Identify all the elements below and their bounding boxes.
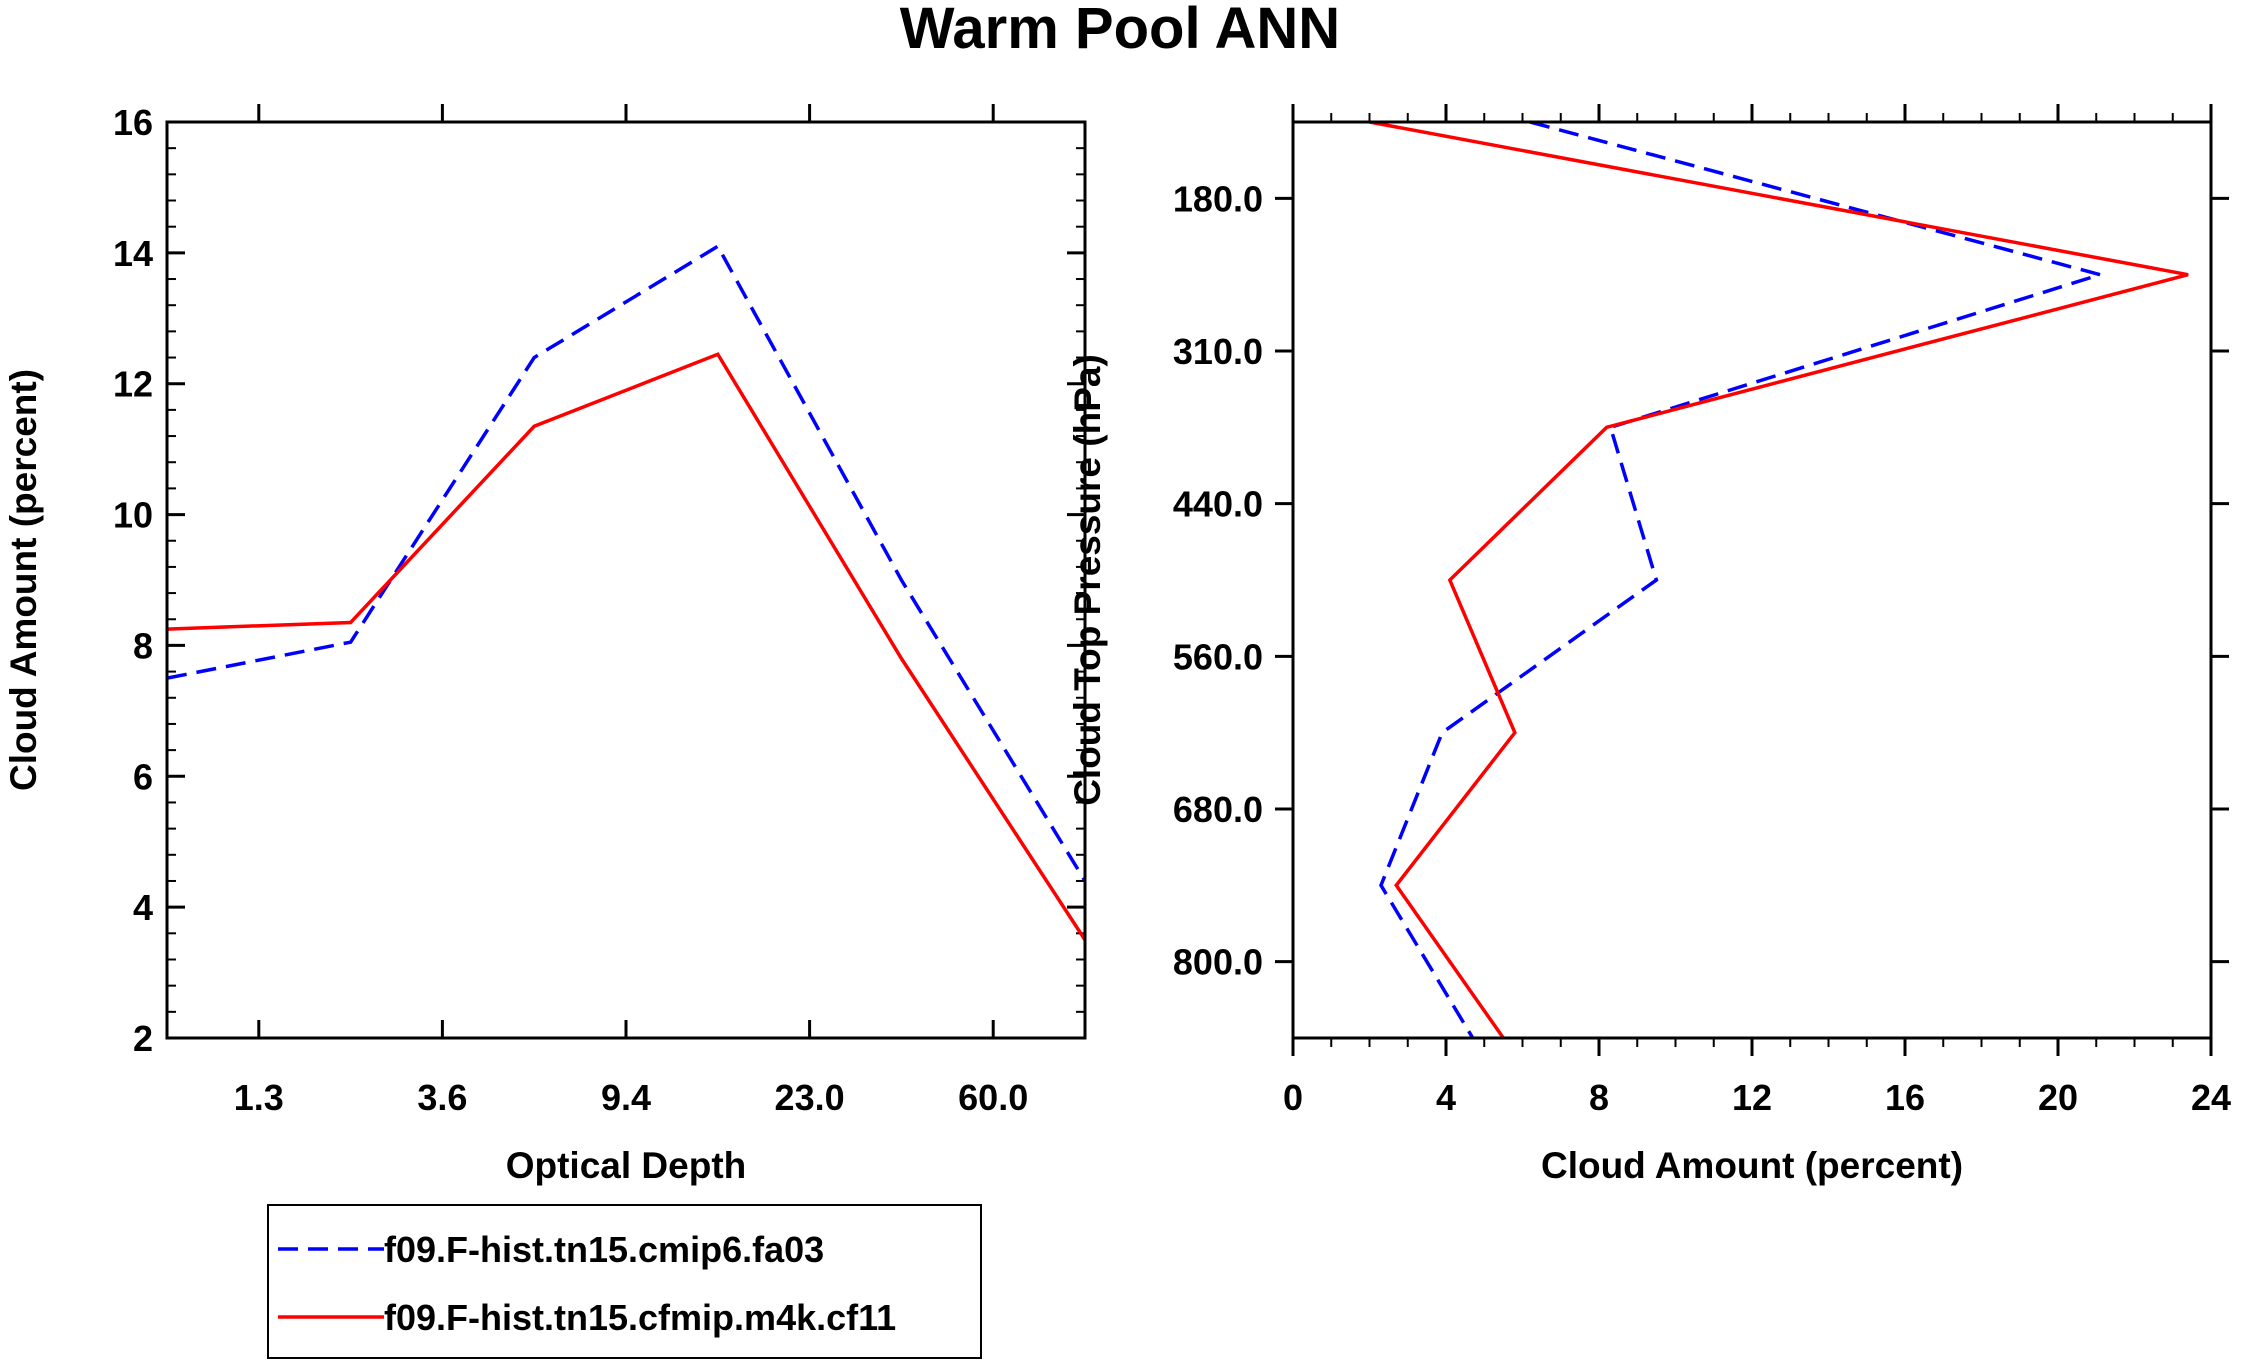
- left-y-tick-label: 4: [133, 887, 153, 928]
- left-panel-series: [166, 243, 1087, 941]
- right-x-tick-label: 8: [1589, 1077, 1609, 1118]
- left-series-line-1: [166, 243, 1087, 882]
- right-series-line-2: [1369, 120, 2189, 1040]
- left-y-tick-label: 8: [133, 625, 153, 666]
- left-x-tick-label: 23.0: [775, 1077, 845, 1118]
- right-x-tick-label: 12: [1732, 1077, 1772, 1118]
- right-x-tick-label: 4: [1436, 1077, 1456, 1118]
- left-x-tick-label: 1.3: [234, 1077, 284, 1118]
- figure-title: Warm Pool ANN: [900, 0, 1340, 61]
- right-panel-series: [1369, 120, 2189, 1040]
- left-x-tick-label: 9.4: [601, 1077, 651, 1118]
- optical-depth-panel: 2 4 6 8 10 12 14 16 1.3 3.6 9.4 23.0 60.0 Optical De…: [3, 102, 1087, 1186]
- right-x-axis-label: Cloud Amount (percent): [1541, 1145, 1963, 1186]
- left-x-tick-label: 60.0: [958, 1077, 1028, 1118]
- left-x-axis-label: Optical Depth: [506, 1145, 747, 1186]
- right-panel-frame: [1291, 120, 2213, 1040]
- right-panel-ticks: 0 4 8 12 16 20 24 180.0 310.0 440.0 560.0 680.0 800.…: [1173, 104, 2231, 1118]
- left-y-tick-label: 6: [133, 756, 153, 797]
- legend-label-m4k: f09.F-hist.tn15.cfmip.m4k.cf11: [384, 1297, 896, 1338]
- right-y-tick-label: 680.0: [1173, 789, 1263, 830]
- left-y-tick-label: 16: [113, 102, 153, 143]
- pressure-panel: 0 4 8 12 16 20 24 180.0 310.0 440.0 560.0 680.0 800.…: [1067, 104, 2231, 1186]
- right-y-axis-label: Cloud Top Pressure (hPa): [1067, 354, 1108, 806]
- right-series-line-1: [1379, 120, 2107, 1039]
- left-panel-frame: [165, 120, 1087, 1040]
- right-x-tick-label: 24: [2191, 1077, 2231, 1118]
- right-y-tick-label: 310.0: [1173, 331, 1263, 372]
- right-x-tick-label: 0: [1283, 1077, 1303, 1118]
- left-y-tick-label: 14: [113, 233, 153, 274]
- left-panel-ticks: 2 4 6 8 10 12 14 16 1.3 3.6 9.4 23.0 60.0: [113, 102, 1085, 1118]
- right-x-tick-label: 16: [1885, 1077, 1925, 1118]
- legend: f09.F-hist.tn15.cmip6.fa03 f09.F-hist.tn…: [267, 1204, 982, 1359]
- right-y-tick-label: 560.0: [1173, 636, 1263, 677]
- left-series-line-2: [166, 352, 1087, 941]
- left-y-tick-label: 2: [133, 1018, 153, 1059]
- left-y-tick-label: 10: [113, 495, 153, 536]
- left-y-tick-label: 12: [113, 364, 153, 405]
- right-y-tick-label: 800.0: [1173, 942, 1263, 983]
- left-x-tick-label: 3.6: [417, 1077, 467, 1118]
- right-y-tick-label: 180.0: [1173, 178, 1263, 219]
- left-y-axis-label: Cloud Amount (percent): [3, 369, 44, 791]
- legend-box: [267, 1204, 982, 1359]
- right-y-tick-label: 440.0: [1173, 484, 1263, 525]
- legend-label-cmip6: f09.F-hist.tn15.cmip6.fa03: [384, 1229, 824, 1270]
- right-x-tick-label: 20: [2038, 1077, 2078, 1118]
